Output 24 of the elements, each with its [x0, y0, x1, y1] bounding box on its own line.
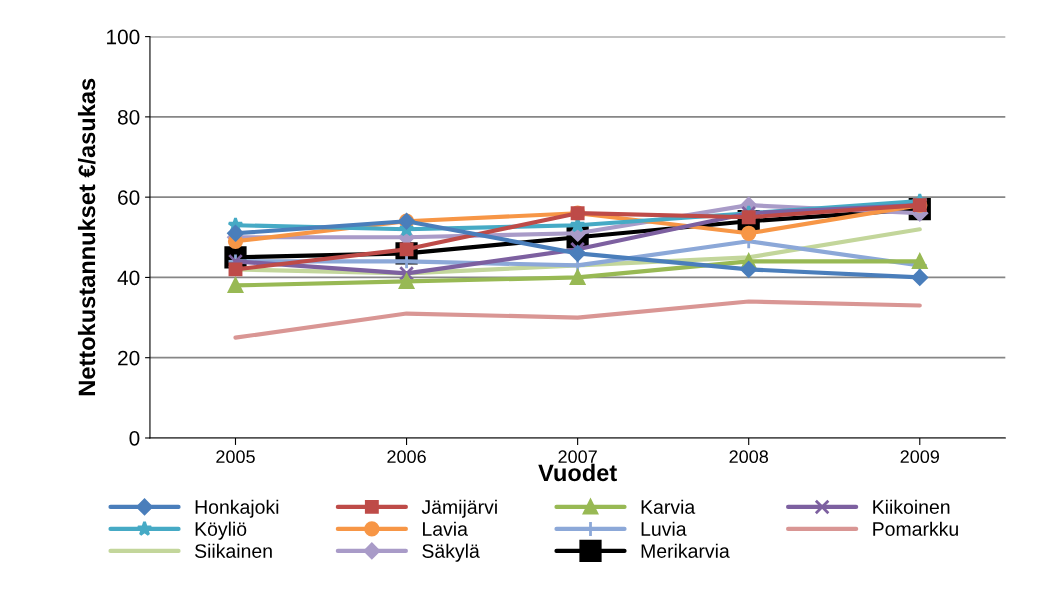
legend-label: Siikainen — [195, 543, 272, 558]
x-axis-title: Vuodet — [538, 463, 617, 482]
legend-label: Luvia — [641, 521, 687, 536]
legend-label: Pomarkku — [873, 521, 958, 536]
y-axis-title: Nettokustannukset €/asukas — [77, 78, 96, 396]
y-tick-label: 0 — [129, 430, 140, 446]
x-tick-label: 2005 — [216, 450, 255, 464]
y-tick-label: 60 — [118, 190, 140, 205]
legend-label: Lavia — [423, 521, 468, 536]
x-tick-label: 2008 — [729, 450, 768, 464]
legend-label: Jämijärvi — [421, 499, 497, 518]
x-tick-label: 2006 — [387, 450, 426, 464]
y-tick-label: 100 — [107, 29, 140, 45]
legend-label: Merikarvia — [641, 543, 730, 558]
legend-label: Honkajoki — [195, 499, 279, 518]
y-tick-label: 40 — [117, 270, 140, 286]
legend-label: Säkylä — [422, 543, 480, 562]
y-tick-label: 20 — [118, 350, 140, 366]
legend-label: Kiikoinen — [873, 499, 950, 514]
y-tick-label: 80 — [117, 109, 140, 125]
x-tick-label: 2007 — [558, 450, 597, 464]
legend-label: Köyliö — [195, 521, 247, 540]
x-tick-label: 2009 — [900, 450, 940, 464]
legend-label: Karvia — [641, 499, 696, 514]
